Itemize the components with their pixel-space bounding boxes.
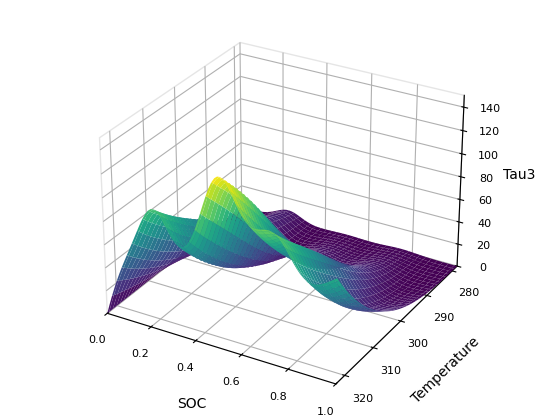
Y-axis label: Temperature: Temperature bbox=[409, 335, 482, 407]
X-axis label: SOC: SOC bbox=[178, 397, 207, 411]
